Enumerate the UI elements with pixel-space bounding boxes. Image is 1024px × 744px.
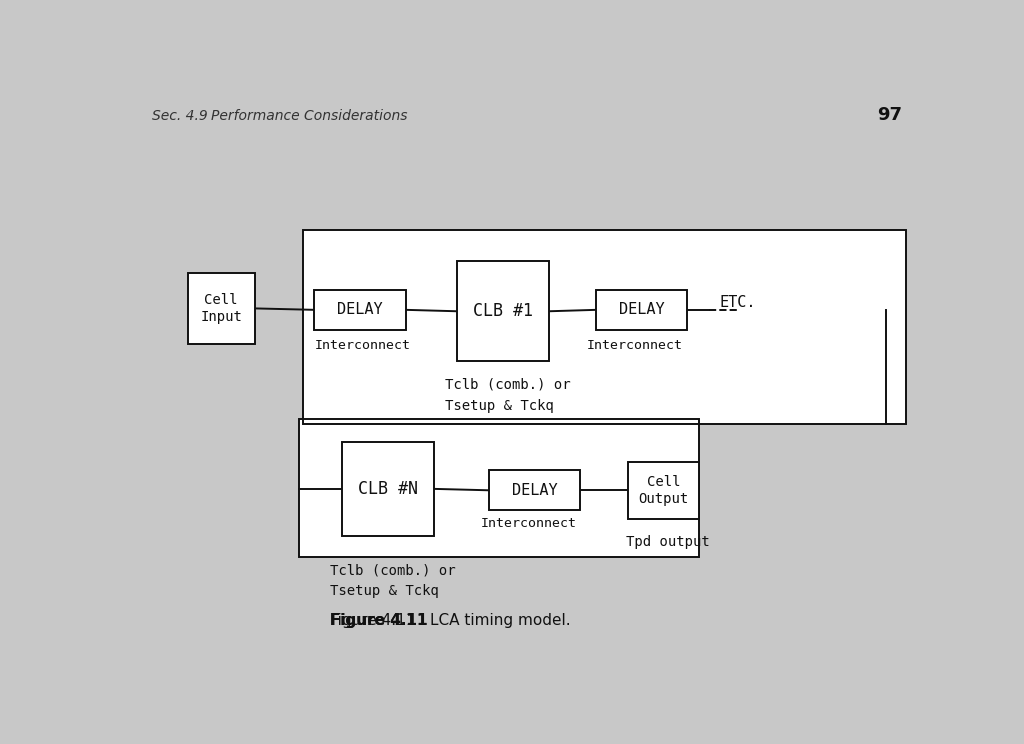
Text: Output: Output [639, 492, 689, 506]
Text: Interconnect: Interconnect [314, 339, 411, 352]
Text: Tclb (comb.) or: Tclb (comb.) or [331, 563, 456, 577]
Text: Figure 4.11: Figure 4.11 [331, 613, 428, 629]
Bar [458, 261, 549, 362]
Text: Tsetup & Tckq: Tsetup & Tckq [331, 583, 439, 597]
Text: Interconnect: Interconnect [587, 339, 683, 352]
Text: Tclb (comb.) or: Tclb (comb.) or [445, 377, 571, 391]
Text: DELAY: DELAY [337, 302, 383, 318]
Text: Figure 4.11: Figure 4.11 [331, 613, 428, 629]
Text: CLB #1: CLB #1 [473, 302, 532, 320]
Bar [628, 461, 699, 519]
Text: Cell: Cell [647, 475, 680, 489]
Text: CLB #N: CLB #N [358, 480, 418, 498]
Text: ETC.: ETC. [719, 295, 756, 310]
Text: Performance Considerations: Performance Considerations [211, 109, 408, 124]
Bar [596, 290, 687, 330]
Bar [342, 442, 433, 536]
Text: Input: Input [201, 310, 243, 324]
Text: Tpd output: Tpd output [627, 535, 710, 549]
Text: Tsetup & Tckq: Tsetup & Tckq [445, 399, 554, 412]
Text: DELAY: DELAY [620, 302, 665, 318]
Bar [299, 419, 699, 557]
Text: Figure 4.11   LCA timing model.: Figure 4.11 LCA timing model. [331, 613, 571, 629]
Bar [303, 230, 906, 424]
Bar [187, 272, 255, 344]
Text: DELAY: DELAY [512, 483, 557, 498]
Bar [489, 470, 581, 510]
Text: Interconnect: Interconnect [481, 517, 578, 530]
Text: Sec. 4.9: Sec. 4.9 [152, 109, 208, 124]
Bar [314, 290, 406, 330]
Bar [303, 230, 906, 424]
Text: Cell: Cell [205, 293, 238, 307]
Text: 97: 97 [877, 106, 902, 124]
Bar [299, 419, 699, 557]
